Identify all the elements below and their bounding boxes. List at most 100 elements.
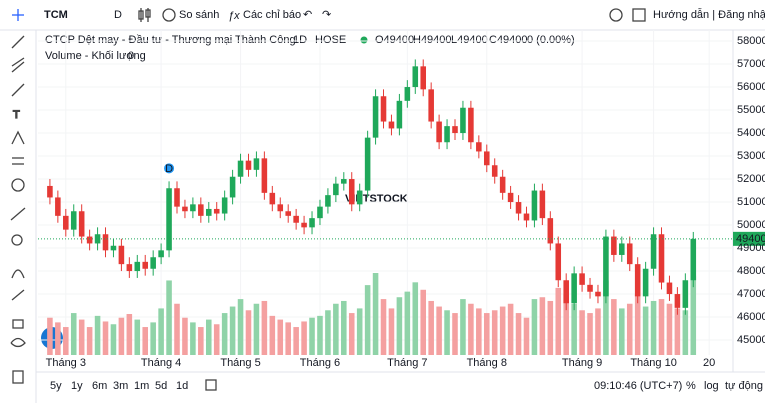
- range-button[interactable]: 1y: [71, 380, 83, 392]
- volume-bar: [102, 321, 109, 355]
- svg-text:T: T: [13, 109, 20, 121]
- volume-bar: [531, 299, 538, 355]
- y-tick-label: 52000: [737, 173, 765, 185]
- x-tick-label: Tháng 6: [300, 357, 340, 369]
- date-range-icon[interactable]: [205, 379, 217, 391]
- redo[interactable]: ↷: [322, 9, 331, 21]
- percent-toggle[interactable]: %: [686, 380, 696, 392]
- candle-body: [483, 151, 490, 166]
- volume-bar: [404, 291, 411, 355]
- volume-bar: [285, 322, 291, 355]
- volume-bar: [619, 308, 625, 355]
- ohlc-value: O49400: [375, 34, 414, 46]
- candle-body: [476, 142, 482, 152]
- volume-bar: [626, 303, 633, 355]
- x-tick-label: 20: [703, 357, 715, 369]
- x-tick-label: Tháng 5: [220, 357, 260, 369]
- candle-body: [642, 268, 649, 297]
- candle-body: [55, 197, 61, 216]
- fullscreen-icon[interactable]: [632, 8, 646, 22]
- volume-bar: [571, 303, 577, 355]
- ohlc-value: L49400: [451, 34, 488, 46]
- candle-body: [285, 211, 291, 216]
- log-toggle[interactable]: log: [704, 380, 719, 392]
- candle-body: [333, 183, 339, 196]
- candle-body: [611, 236, 617, 255]
- compare-icon[interactable]: [162, 8, 176, 22]
- candle-body: [118, 245, 125, 265]
- volume-bar: [269, 315, 276, 355]
- range-button[interactable]: 1m: [134, 380, 149, 392]
- candle-body: [150, 257, 156, 269]
- candle-body: [78, 211, 85, 237]
- symbol[interactable]: TCM: [44, 9, 68, 21]
- volume-bar: [412, 282, 419, 355]
- volume-bar: [70, 313, 77, 355]
- indicators[interactable]: Các chỉ báo: [243, 9, 301, 21]
- candle-body: [404, 87, 411, 101]
- candle-body: [70, 211, 77, 230]
- interval[interactable]: D: [114, 9, 122, 21]
- ohlc-value: 0 (0.00%): [527, 34, 575, 46]
- range-button[interactable]: 6m: [92, 380, 107, 392]
- settings-icon[interactable]: [609, 8, 623, 22]
- volume-bar: [380, 299, 387, 355]
- candle-body: [309, 218, 315, 228]
- ohlc-value: H49400: [413, 34, 452, 46]
- candle-body: [563, 280, 569, 304]
- volume-bar: [507, 303, 514, 355]
- candle-body: [396, 100, 403, 129]
- range-button[interactable]: 5d: [155, 380, 167, 392]
- volume-bar: [428, 300, 434, 355]
- candle-body: [348, 179, 355, 205]
- volume-bar: [190, 322, 196, 355]
- candle-body: [102, 234, 109, 251]
- x-tick-label: Tháng 4: [141, 357, 181, 369]
- candle-body: [317, 206, 323, 219]
- volume-bar: [245, 310, 252, 355]
- volume-bar: [166, 280, 172, 355]
- candle-body: [301, 222, 307, 228]
- volume-bar: [158, 308, 164, 355]
- fx-icon[interactable]: ƒx: [228, 10, 240, 22]
- y-tick-label: 50000: [737, 219, 765, 231]
- volume-bar: [356, 308, 363, 355]
- candle-body: [47, 185, 53, 198]
- auto-toggle[interactable]: tự động: [725, 380, 763, 392]
- volume-bar: [237, 299, 244, 355]
- candle-body: [94, 234, 101, 244]
- candle-body: [253, 158, 260, 170]
- candle-body: [213, 208, 220, 214]
- volume-bar: [579, 310, 585, 355]
- range-button[interactable]: 1d: [176, 380, 188, 392]
- candle-body: [452, 126, 458, 134]
- y-tick-label: 57000: [737, 58, 765, 70]
- volume-bar: [460, 299, 466, 355]
- candle-body: [571, 273, 577, 304]
- volume-bar: [611, 299, 617, 355]
- event-badge[interactable]: [164, 163, 175, 174]
- volume-bar: [126, 314, 133, 355]
- y-tick-label: 55000: [737, 104, 765, 116]
- volume-bar: [333, 303, 339, 355]
- volume-bar: [603, 280, 609, 355]
- volume-bar: [515, 313, 522, 355]
- compare[interactable]: So sánh: [179, 9, 219, 21]
- volume-bar: [317, 315, 323, 355]
- range-button[interactable]: 3m: [113, 380, 128, 392]
- candle-body: [658, 234, 665, 283]
- volume-bar: [142, 327, 149, 355]
- volume-bar: [198, 327, 204, 355]
- volume-bar: [277, 319, 284, 355]
- range-button[interactable]: 5y: [50, 380, 62, 392]
- y-tick-label: 49000: [737, 242, 765, 254]
- undo[interactable]: ↶: [303, 9, 312, 21]
- volume-bar: [348, 313, 355, 355]
- y-tick-label: 48000: [737, 265, 765, 277]
- drawing-tools[interactable]: T: [10, 9, 26, 384]
- account-links[interactable]: Hướng dẫn | Đăng nhập: [653, 8, 765, 21]
- candle-icon[interactable]: [138, 8, 151, 22]
- x-tick-label: Tháng 8: [467, 357, 507, 369]
- candle-body: [515, 202, 522, 214]
